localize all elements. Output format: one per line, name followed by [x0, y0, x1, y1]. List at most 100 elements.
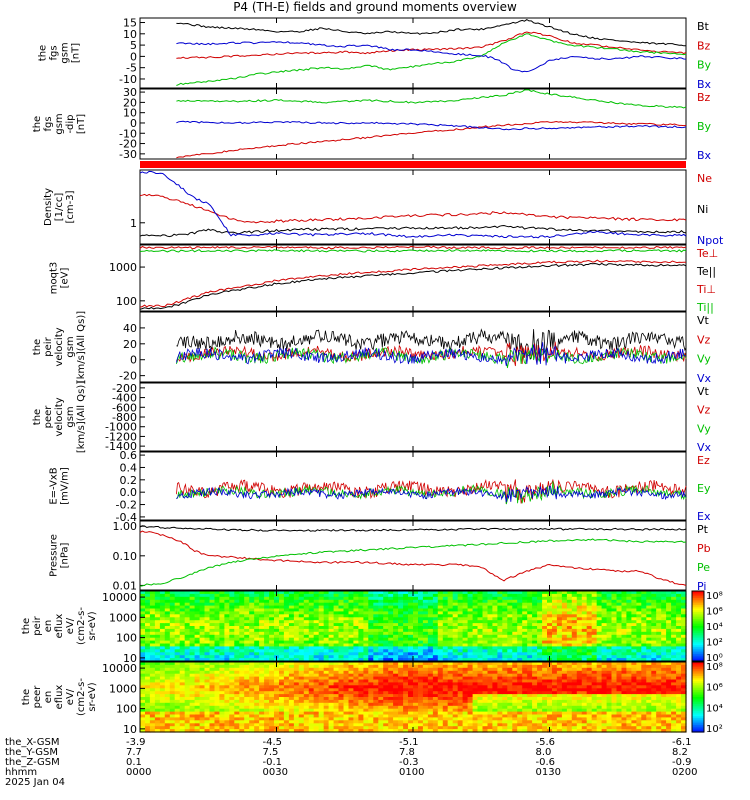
spectrum-cell: [145, 723, 151, 727]
spectrum-cell: [532, 685, 538, 689]
spectrum-cell: [492, 611, 498, 615]
spectrum-cell: [333, 667, 340, 672]
spectrum-cell: [547, 717, 553, 721]
spectrum-cell: [209, 691, 216, 695]
spectrum-cell: [512, 691, 518, 695]
spectrum-cell: [313, 694, 320, 698]
spectrum-cell: [279, 714, 285, 718]
spectrum-cell: [472, 637, 479, 642]
spectrum-cell: [591, 631, 598, 636]
spectrum-cell: [378, 702, 384, 707]
spectrum-cell: [442, 717, 449, 721]
spectrum-cell: [487, 682, 494, 686]
spectrum-cell: [576, 602, 583, 607]
spectrum-cell: [477, 691, 484, 695]
spectrum-cell: [298, 720, 305, 724]
spectrum-cell: [249, 717, 255, 721]
spectrum-cell: [229, 617, 235, 621]
spectrum-cell: [636, 631, 642, 636]
spectrum-cell: [442, 685, 449, 689]
spectrum-cell: [254, 652, 260, 656]
spectrum-cell: [641, 608, 647, 612]
spectrum-cell: [293, 652, 300, 656]
spectrum-cell: [408, 643, 414, 647]
spectrum-cell: [274, 691, 280, 695]
spectrum-cell: [239, 679, 245, 683]
spectrum-cell: [229, 720, 235, 724]
spectrum-cell: [671, 596, 677, 601]
spectrum-cell: [343, 726, 350, 730]
spectrum-cell: [388, 658, 394, 662]
spectrum-cell: [149, 617, 156, 621]
panel-2: [140, 161, 686, 168]
spectrum-cell: [403, 631, 409, 636]
spectrum-cell: [542, 611, 548, 615]
spectrum-cell: [219, 620, 225, 624]
spectrum-cell: [636, 628, 642, 633]
spectrum-cell: [363, 708, 369, 713]
spectrum-cell: [140, 646, 146, 650]
spectrum-cell: [184, 628, 191, 633]
spectrum-cell: [224, 652, 230, 656]
spectrum-cell: [422, 596, 429, 601]
spectrum-cell: [477, 652, 484, 656]
spectrum-cell: [209, 620, 216, 624]
y-tick-label: 0.6: [120, 449, 138, 462]
spectrum-cell: [403, 614, 409, 618]
spectrum-cell: [432, 628, 439, 633]
spectrum-cell: [676, 634, 682, 639]
spectrum-cell: [537, 679, 543, 683]
spectrum-cell: [328, 714, 335, 718]
spectrum-cell: [259, 699, 265, 704]
spectrum-cell: [601, 634, 608, 639]
spectrum-cell: [561, 652, 568, 656]
spectrum-cell: [497, 631, 503, 636]
spectrum-cell: [149, 640, 156, 645]
spectrum-cell: [388, 726, 394, 730]
spectrum-cell: [179, 643, 186, 647]
spectrum-cell: [209, 637, 216, 642]
spectrum-cell: [338, 679, 345, 683]
spectrum-cell: [427, 643, 434, 647]
spectrum-cell: [467, 729, 474, 733]
spectrum-cell: [214, 667, 221, 672]
spectrum-cell: [154, 596, 161, 601]
spectrum-cell: [561, 602, 568, 607]
spectrum-cell: [338, 682, 345, 686]
spectrum-cell: [209, 646, 216, 650]
spectrum-cell: [363, 596, 369, 601]
spectrum-cell: [229, 628, 235, 633]
spectrum-cell: [681, 593, 687, 598]
spectrum-cell: [363, 658, 369, 662]
spectrum-cell: [507, 726, 513, 730]
spectrum-cell: [492, 682, 498, 686]
colorbar-cell: [692, 638, 704, 641]
spectrum-cell: [472, 664, 479, 669]
spectrum-cell: [209, 662, 216, 666]
legend-label: Bt: [697, 20, 710, 33]
spectrum-cell: [512, 705, 518, 710]
spectrum-cell: [358, 596, 364, 601]
spectrum-cell: [373, 729, 379, 733]
spectrum-cell: [611, 593, 618, 598]
spectrum-cell: [393, 717, 399, 721]
spectrum-cell: [154, 611, 161, 615]
spectrum-cell: [398, 679, 404, 683]
spectrum-cell: [378, 670, 384, 675]
spectrum-cell: [477, 694, 484, 698]
spectrum-cell: [249, 729, 255, 733]
spectrum-cell: [586, 626, 593, 630]
spectrum-cell: [408, 723, 414, 727]
spectrum-cell: [199, 688, 206, 692]
spectrum-cell: [393, 593, 399, 598]
spectrum-cell: [413, 655, 419, 659]
spectrum-cell: [279, 626, 285, 630]
spectrum-cell: [517, 711, 523, 716]
spectrum-cell: [512, 664, 518, 669]
spectrum-cell: [492, 614, 498, 618]
spectrum-cell: [403, 717, 409, 721]
spectrum-cell: [502, 649, 508, 653]
spectrum-cell: [229, 708, 235, 713]
spectrum-cell: [254, 602, 260, 607]
